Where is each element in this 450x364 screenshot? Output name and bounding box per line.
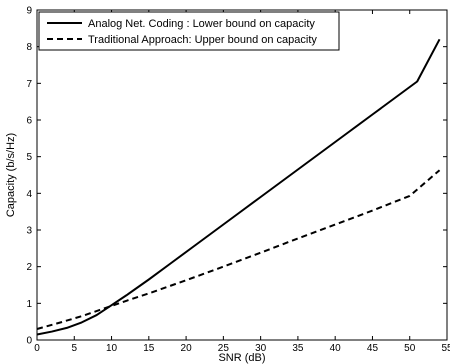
x-tick-label: 55	[441, 343, 450, 354]
x-tick-label: 20	[181, 343, 193, 354]
y-tick-label: 0	[26, 336, 32, 347]
y-tick-label: 6	[26, 116, 32, 127]
x-tick-label: 5	[71, 343, 77, 354]
y-tick-label: 2	[26, 262, 32, 273]
y-tick-label: 1	[26, 299, 32, 310]
legend-label-analog: Analog Net. Coding : Lower bound on capa…	[88, 18, 315, 30]
y-tick-label: 5	[26, 152, 32, 163]
series-lines	[36, 38, 441, 336]
series-line-traditional	[36, 169, 441, 330]
y-tick-label: 8	[26, 42, 32, 53]
plot-area	[36, 9, 448, 341]
x-tick-label: 45	[367, 343, 379, 354]
x-axis-label: SNR (dB)	[218, 352, 265, 364]
x-tick-label: 50	[404, 343, 416, 354]
y-tick-label: 4	[26, 189, 32, 200]
x-tick-label: 10	[106, 343, 118, 354]
legend: Analog Net. Coding : Lower bound on capa…	[38, 11, 340, 51]
y-tick-label: 3	[26, 226, 32, 237]
x-tick-label: 35	[292, 343, 304, 354]
x-tick-label: 30	[255, 343, 267, 354]
y-tick-label: 9	[26, 6, 32, 17]
y-tick-label: 7	[26, 79, 32, 90]
legend-label-traditional: Traditional Approach: Upper bound on cap…	[88, 34, 317, 46]
legend-box	[38, 11, 340, 51]
y-axis-label: Capacity (b/s/Hz)	[5, 133, 17, 217]
x-tick-label: 15	[143, 343, 155, 354]
series-line-analog	[36, 38, 441, 336]
x-tick-label: 0	[34, 343, 40, 354]
x-tick-label: 25	[218, 343, 230, 354]
x-tick-label: 40	[330, 343, 342, 354]
